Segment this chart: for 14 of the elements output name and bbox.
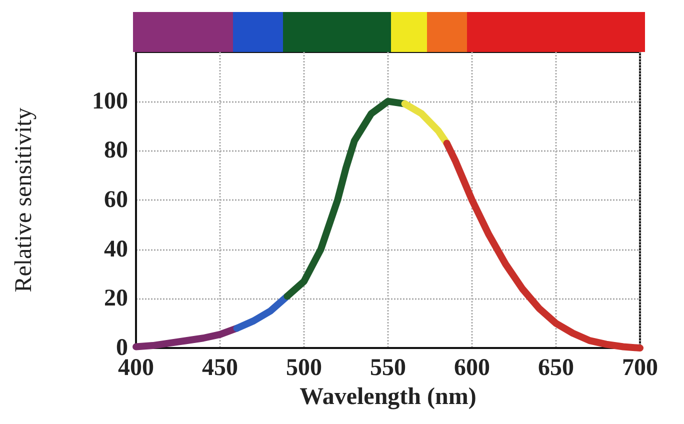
x-tick-label: 450	[202, 355, 238, 381]
y-tick-label: 20	[104, 286, 128, 312]
x-tick-label: 550	[370, 355, 406, 381]
x-tick-label: 600	[454, 355, 490, 381]
y-axis-title: Relative sensitivity	[11, 108, 37, 292]
y-tick-label: 100	[92, 88, 128, 114]
x-tick-label: 500	[286, 355, 322, 381]
y-tick-label: 40	[104, 236, 128, 262]
y-tick-label: 80	[104, 138, 128, 164]
x-tick-label: 650	[538, 355, 574, 381]
x-tick-label: 400	[118, 355, 154, 381]
x-axis-title: Wavelength (nm)	[300, 384, 476, 410]
y-tick-label: 60	[104, 187, 128, 213]
x-tick-label: 700	[622, 355, 658, 381]
